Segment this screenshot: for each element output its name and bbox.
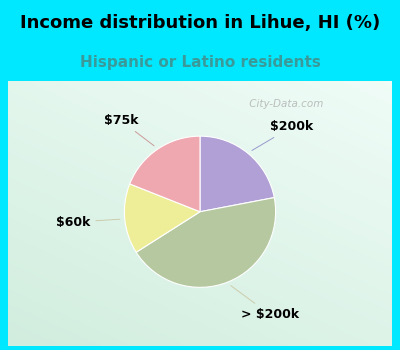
Text: $200k: $200k bbox=[252, 120, 314, 150]
Text: Income distribution in Lihue, HI (%): Income distribution in Lihue, HI (%) bbox=[20, 14, 380, 32]
Wedge shape bbox=[130, 136, 200, 212]
Wedge shape bbox=[124, 184, 200, 252]
Text: City-Data.com: City-Data.com bbox=[246, 99, 323, 109]
Text: > $200k: > $200k bbox=[231, 286, 299, 321]
Wedge shape bbox=[136, 198, 276, 287]
Text: $60k: $60k bbox=[56, 216, 120, 229]
Wedge shape bbox=[200, 136, 274, 212]
Text: Hispanic or Latino residents: Hispanic or Latino residents bbox=[80, 55, 320, 70]
Text: $75k: $75k bbox=[104, 114, 154, 146]
